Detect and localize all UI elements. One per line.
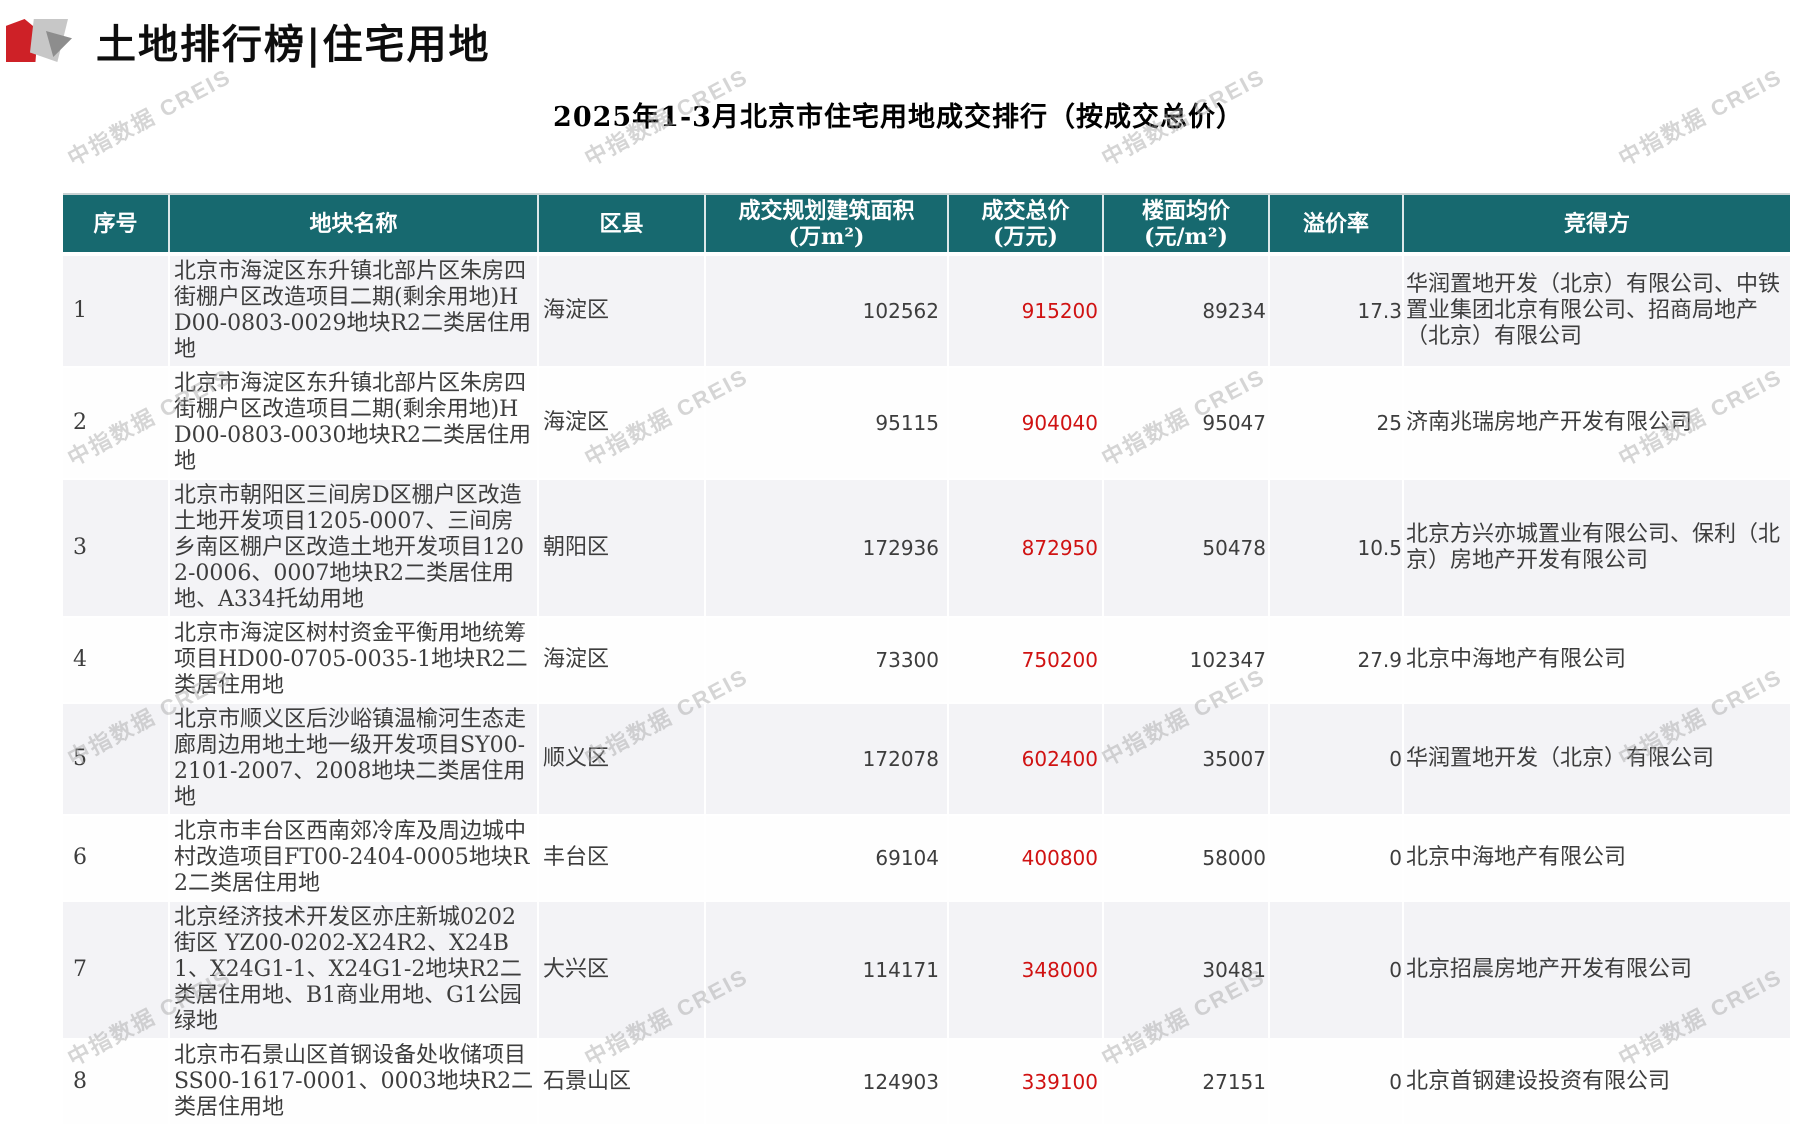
table-row: 6 北京市丰台区西南郊冷库及周边城中村改造项目FT00-2404-0005地块R… bbox=[63, 814, 1790, 901]
cell-premium-rate: 27.9 bbox=[1268, 616, 1403, 703]
column-header: 地块名称 bbox=[168, 193, 538, 256]
cell-total-price: 348000 bbox=[947, 900, 1103, 1039]
cell-parcel-name: 北京经济技术开发区亦庄新城0202街区 YZ00-0202-X24R2、X24B… bbox=[168, 900, 538, 1039]
table-row: 8 北京市石景山区首钢设备处收储项目SS00-1617-0001、0003地块R… bbox=[63, 1038, 1790, 1124]
cell-winner: 北京中海地产有限公司 bbox=[1402, 616, 1790, 703]
cell-winner: 济南兆瑞房地产开发有限公司 bbox=[1402, 366, 1790, 479]
cell-winner: 北京首钢建设投资有限公司 bbox=[1402, 1038, 1790, 1124]
table-row: 5 北京市顺义区后沙峪镇温榆河生态走廊周边用地土地一级开发项目SY00-2101… bbox=[63, 702, 1790, 815]
column-header: 溢价率 bbox=[1268, 193, 1403, 256]
cell-floor-area: 172078 bbox=[704, 702, 948, 815]
cell-premium-rate: 0 bbox=[1268, 900, 1403, 1039]
cell-district: 石景山区 bbox=[537, 1038, 705, 1124]
cell-premium-rate: 0 bbox=[1268, 1038, 1403, 1124]
cell-parcel-name: 北京市朝阳区三间房D区棚户区改造土地开发项目1205-0007、三间房乡南区棚户… bbox=[168, 478, 538, 617]
cell-district: 海淀区 bbox=[537, 616, 705, 703]
cell-parcel-name: 北京市海淀区东升镇北部片区朱房四街棚户区改造项目二期(剩余用地)HD00-080… bbox=[168, 252, 538, 367]
land-ranking-table: 序号 地块名称 区县 成交规划建筑面积 (万m²) 成交总价 (万元) 楼面均价… bbox=[63, 193, 1790, 1124]
cell-district: 大兴区 bbox=[537, 900, 705, 1039]
cell-rank: 3 bbox=[63, 478, 169, 617]
column-header: 序号 bbox=[63, 193, 169, 256]
cell-floor-area: 172936 bbox=[704, 478, 948, 617]
table-header-row: 序号 地块名称 区县 成交规划建筑面积 (万m²) 成交总价 (万元) 楼面均价… bbox=[63, 193, 1790, 256]
cell-premium-rate: 25 bbox=[1268, 366, 1403, 479]
cell-parcel-name: 北京市丰台区西南郊冷库及周边城中村改造项目FT00-2404-0005地块R2二… bbox=[168, 814, 538, 901]
page-title: 土地排行榜|住宅用地 bbox=[96, 21, 491, 68]
column-header: 成交总价 (万元) bbox=[947, 193, 1103, 256]
cell-district: 海淀区 bbox=[537, 366, 705, 479]
cell-floor-price: 27151 bbox=[1102, 1038, 1269, 1124]
cell-floor-price: 58000 bbox=[1102, 814, 1269, 901]
cell-total-price: 872950 bbox=[947, 478, 1103, 617]
cell-rank: 1 bbox=[63, 252, 169, 367]
cell-floor-area: 124903 bbox=[704, 1038, 948, 1124]
cell-floor-price: 30481 bbox=[1102, 900, 1269, 1039]
cell-parcel-name: 北京市海淀区树村资金平衡用地统筹项目HD00-0705-0035-1地块R2二类… bbox=[168, 616, 538, 703]
cell-winner: 华润置地开发（北京）有限公司 bbox=[1402, 702, 1790, 815]
cell-premium-rate: 17.3 bbox=[1268, 252, 1403, 367]
cell-total-price: 904040 bbox=[947, 366, 1103, 479]
cell-parcel-name: 北京市顺义区后沙峪镇温榆河生态走廊周边用地土地一级开发项目SY00-2101-2… bbox=[168, 702, 538, 815]
table-subtitle: 2025年1-3月北京市住宅用地成交排行（按成交总价） bbox=[553, 102, 1244, 133]
table-row: 3 北京市朝阳区三间房D区棚户区改造土地开发项目1205-0007、三间房乡南区… bbox=[63, 478, 1790, 617]
cell-winner: 北京招晨房地产开发有限公司 bbox=[1402, 900, 1790, 1039]
cell-floor-price: 95047 bbox=[1102, 366, 1269, 479]
cell-total-price: 602400 bbox=[947, 702, 1103, 815]
table-row: 7 北京经济技术开发区亦庄新城0202街区 YZ00-0202-X24R2、X2… bbox=[63, 900, 1790, 1039]
column-header: 楼面均价 (元/m²) bbox=[1102, 193, 1269, 256]
cell-total-price: 400800 bbox=[947, 814, 1103, 901]
table-row: 1 北京市海淀区东升镇北部片区朱房四街棚户区改造项目二期(剩余用地)HD00-0… bbox=[63, 252, 1790, 367]
cell-floor-area: 95115 bbox=[704, 366, 948, 479]
cell-rank: 4 bbox=[63, 616, 169, 703]
table-row: 2 北京市海淀区东升镇北部片区朱房四街棚户区改造项目二期(剩余用地)HD00-0… bbox=[63, 366, 1790, 479]
table-body: 1 北京市海淀区东升镇北部片区朱房四街棚户区改造项目二期(剩余用地)HD00-0… bbox=[63, 252, 1790, 1124]
table-row: 4 北京市海淀区树村资金平衡用地统筹项目HD00-0705-0035-1地块R2… bbox=[63, 616, 1790, 703]
cell-floor-area: 69104 bbox=[704, 814, 948, 901]
cell-winner: 北京方兴亦城置业有限公司、保利（北京）房地产开发有限公司 bbox=[1402, 478, 1790, 617]
cell-floor-price: 35007 bbox=[1102, 702, 1269, 815]
cell-floor-price: 102347 bbox=[1102, 616, 1269, 703]
column-header: 成交规划建筑面积 (万m²) bbox=[704, 193, 948, 256]
cell-winner: 华润置地开发（北京）有限公司、中铁置业集团北京有限公司、招商局地产（北京）有限公… bbox=[1402, 252, 1790, 367]
cell-rank: 8 bbox=[63, 1038, 169, 1124]
cell-total-price: 339100 bbox=[947, 1038, 1103, 1124]
cell-floor-price: 89234 bbox=[1102, 252, 1269, 367]
cell-district: 朝阳区 bbox=[537, 478, 705, 617]
cell-district: 顺义区 bbox=[537, 702, 705, 815]
column-header: 竞得方 bbox=[1402, 193, 1790, 256]
cell-rank: 5 bbox=[63, 702, 169, 815]
cell-premium-rate: 0 bbox=[1268, 814, 1403, 901]
cell-parcel-name: 北京市石景山区首钢设备处收储项目SS00-1617-0001、0003地块R2二… bbox=[168, 1038, 538, 1124]
cell-winner: 北京中海地产有限公司 bbox=[1402, 814, 1790, 901]
cell-rank: 2 bbox=[63, 366, 169, 479]
cell-premium-rate: 10.5 bbox=[1268, 478, 1403, 617]
cell-district: 丰台区 bbox=[537, 814, 705, 901]
cell-floor-price: 50478 bbox=[1102, 478, 1269, 617]
cell-floor-area: 102562 bbox=[704, 252, 948, 367]
cell-floor-area: 73300 bbox=[704, 616, 948, 703]
column-header: 区县 bbox=[537, 193, 705, 256]
cell-total-price: 750200 bbox=[947, 616, 1103, 703]
cell-total-price: 915200 bbox=[947, 252, 1103, 367]
cell-rank: 7 bbox=[63, 900, 169, 1039]
creis-logo-icon bbox=[6, 16, 78, 64]
cell-floor-area: 114171 bbox=[704, 900, 948, 1039]
cell-premium-rate: 0 bbox=[1268, 702, 1403, 815]
cell-parcel-name: 北京市海淀区东升镇北部片区朱房四街棚户区改造项目二期(剩余用地)HD00-080… bbox=[168, 366, 538, 479]
cell-rank: 6 bbox=[63, 814, 169, 901]
cell-district: 海淀区 bbox=[537, 252, 705, 367]
